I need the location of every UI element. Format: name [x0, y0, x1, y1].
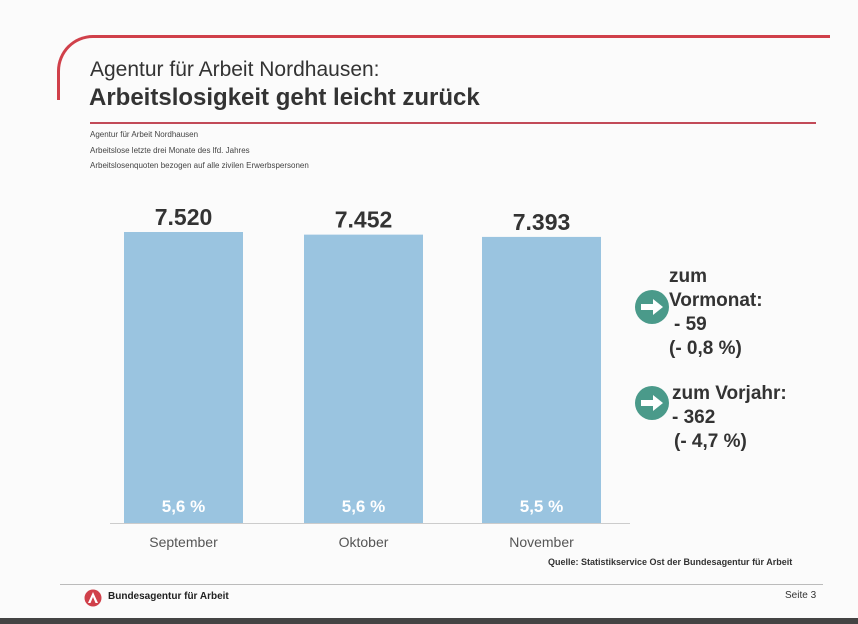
change-year-pct: (- 4,7 %) — [674, 431, 747, 452]
footer-org: Bundesagentur für Arbeit — [108, 591, 229, 602]
change-month-pct: (- 0,8 %) — [669, 338, 742, 359]
bar-value-label: 7.393 — [513, 209, 571, 235]
x-tick-label: November — [509, 534, 574, 550]
bar-value-label: 7.452 — [335, 207, 393, 233]
arrow-right-circle-icon — [635, 290, 669, 324]
change-month-label: Vormonat: — [669, 290, 763, 311]
divider — [90, 122, 816, 124]
bar — [482, 236, 601, 523]
change-year-abs: - 362 — [672, 407, 716, 428]
bar-rate-label: 5,5 % — [520, 497, 563, 516]
slide-headline: Arbeitslosigkeit geht leicht zurück — [89, 84, 480, 111]
subtitle: Agentur für Arbeit Nordhausen — [90, 130, 199, 139]
change-month-label: zum — [669, 266, 707, 287]
source-note: Quelle: Statistikservice Ost der Bundesa… — [548, 557, 793, 567]
bar-rate-label: 5,6 % — [162, 497, 205, 516]
change-month-abs: - 59 — [674, 314, 707, 335]
title-frame — [57, 35, 830, 108]
change-year-label: zum Vorjahr: — [672, 383, 787, 404]
slide-title: Agentur für Arbeit Nordhausen: — [90, 58, 380, 81]
page-number: Seite 3 — [785, 590, 817, 601]
arrow-right-circle-icon — [635, 386, 669, 420]
subtitle: Arbeitslose letzte drei Monate des lfd. … — [90, 146, 250, 155]
bar-rate-label: 5,6 % — [342, 497, 385, 516]
x-tick-label: Oktober — [339, 534, 389, 550]
ba-logo-icon — [84, 589, 102, 612]
footer-divider — [60, 584, 823, 585]
bar-value-label: 7.520 — [155, 204, 213, 230]
bar — [124, 232, 243, 523]
x-tick-label: September — [149, 534, 218, 550]
bar — [304, 234, 423, 523]
subtitle: Arbeitslosenquoten bezogen auf alle zivi… — [90, 161, 309, 170]
